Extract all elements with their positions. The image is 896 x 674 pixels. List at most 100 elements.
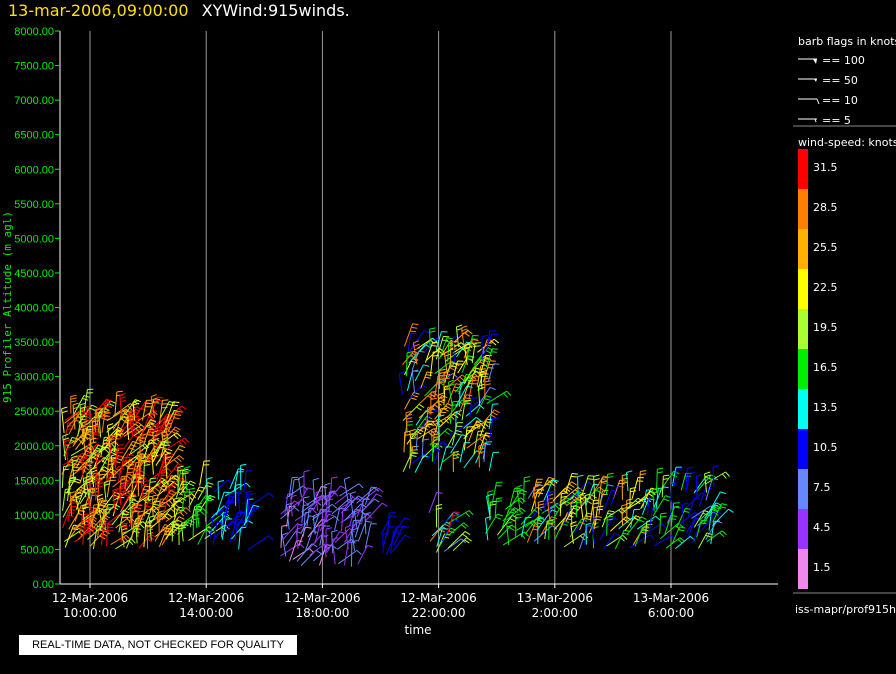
wind-barb	[152, 430, 160, 457]
wind-barb	[521, 517, 532, 537]
x-tick-time: 18:00:00	[295, 606, 349, 620]
wind-barb	[102, 505, 110, 530]
wind-barb	[129, 495, 136, 518]
wind-barb	[695, 474, 703, 498]
wind-barb	[280, 507, 300, 520]
wind-barb	[659, 512, 667, 535]
wind-barb	[217, 480, 225, 500]
wind-barb	[62, 433, 70, 461]
y-ticks: 0.00 500.00 1000.00 1500.00 2000.00 2500.00 30…	[14, 26, 60, 591]
wind-barb	[491, 481, 503, 505]
wind-barb	[244, 491, 253, 512]
wind-barb	[643, 523, 667, 536]
wind-barb	[240, 463, 247, 491]
wind-barb	[96, 493, 104, 520]
wind-barb	[681, 502, 689, 527]
wind-barb	[167, 410, 183, 433]
wind-barb	[671, 466, 682, 487]
wind-barb	[114, 444, 124, 469]
wind-barb	[364, 502, 388, 522]
wind-barb	[103, 480, 111, 501]
wind-barb	[418, 391, 438, 405]
wind-barb	[626, 470, 633, 492]
wind-barb	[706, 530, 727, 543]
wind-barb	[439, 446, 453, 471]
wind-barb	[488, 451, 500, 472]
wind-barb	[349, 491, 357, 518]
wind-barb	[243, 470, 253, 492]
wind-barb	[447, 379, 455, 407]
wind-barb	[638, 470, 647, 492]
y-tick-label: 7000.00	[14, 95, 54, 107]
wind-barb	[486, 330, 496, 349]
wind-barb	[435, 335, 450, 360]
wind-barb	[461, 399, 472, 421]
wind-barb	[686, 472, 696, 491]
wind-barb	[451, 422, 464, 446]
wind-barb	[484, 377, 491, 399]
wind-barb	[82, 523, 91, 545]
wind-barb	[75, 491, 82, 514]
wind-barb	[523, 476, 531, 503]
wind-barb	[162, 455, 185, 469]
wind-barb	[188, 487, 196, 510]
wind-barb	[644, 520, 653, 544]
wind-barb	[488, 417, 499, 442]
wind-barb	[101, 400, 112, 419]
wind-barb	[79, 402, 87, 428]
wind-barb	[351, 527, 358, 551]
wind-barb	[404, 323, 419, 347]
wind-barb	[708, 491, 727, 513]
wind-barb	[543, 479, 559, 501]
wind-barb	[303, 470, 310, 496]
wind-barb	[485, 348, 498, 368]
wind-barb	[671, 526, 686, 544]
wind-barb	[674, 536, 696, 550]
wind-barb	[158, 510, 165, 536]
wind-barb	[171, 520, 179, 542]
wind-barb	[393, 525, 409, 546]
wind-barb	[156, 498, 167, 522]
x-tick-time: 22:00:00	[412, 606, 466, 620]
wind-barb	[302, 496, 310, 516]
wind-barb	[364, 512, 371, 535]
wind-barb	[606, 515, 614, 536]
wind-barb	[225, 492, 236, 516]
wind-barb	[494, 497, 503, 517]
wind-barb	[172, 506, 185, 524]
wind-barb	[164, 485, 176, 511]
wind-barb	[84, 413, 92, 434]
speed-color-swatch	[798, 389, 808, 429]
speed-color-swatch	[798, 549, 808, 589]
wind-barb	[452, 450, 460, 473]
wind-barb	[120, 524, 128, 548]
speed-scale-label: 10.5	[813, 441, 838, 454]
wind-barb	[343, 476, 351, 504]
wind-barb	[83, 388, 94, 412]
wind-barb	[486, 493, 493, 519]
x-tick-date: 12-Mar-2006	[52, 591, 128, 605]
wind-barb	[213, 479, 234, 492]
wind-barb	[488, 403, 499, 429]
wind-barb	[421, 438, 430, 458]
wind-barb	[303, 511, 312, 537]
wind-barb	[338, 549, 362, 565]
wind-barb	[68, 476, 77, 496]
wind-barb	[85, 477, 93, 499]
barb-legend-label-50: == 50	[822, 74, 858, 87]
wind-barb	[106, 523, 114, 546]
wind-barb	[559, 492, 568, 517]
wind-barb	[106, 476, 117, 498]
header-time: 13-mar-2006,09:00:00	[8, 1, 189, 20]
y-tick-label: 2500.00	[14, 406, 54, 418]
wind-barb	[464, 343, 471, 366]
wind-barb	[537, 500, 545, 521]
wind-barb	[468, 376, 480, 400]
y-tick-label: 5500.00	[14, 199, 54, 211]
wind-barb	[661, 474, 670, 498]
wind-barb	[222, 499, 236, 518]
wind-barb	[435, 504, 443, 528]
wind-barb	[140, 477, 148, 500]
x-tick-date: 12-Mar-2006	[168, 591, 244, 605]
wind-barb	[444, 362, 457, 383]
